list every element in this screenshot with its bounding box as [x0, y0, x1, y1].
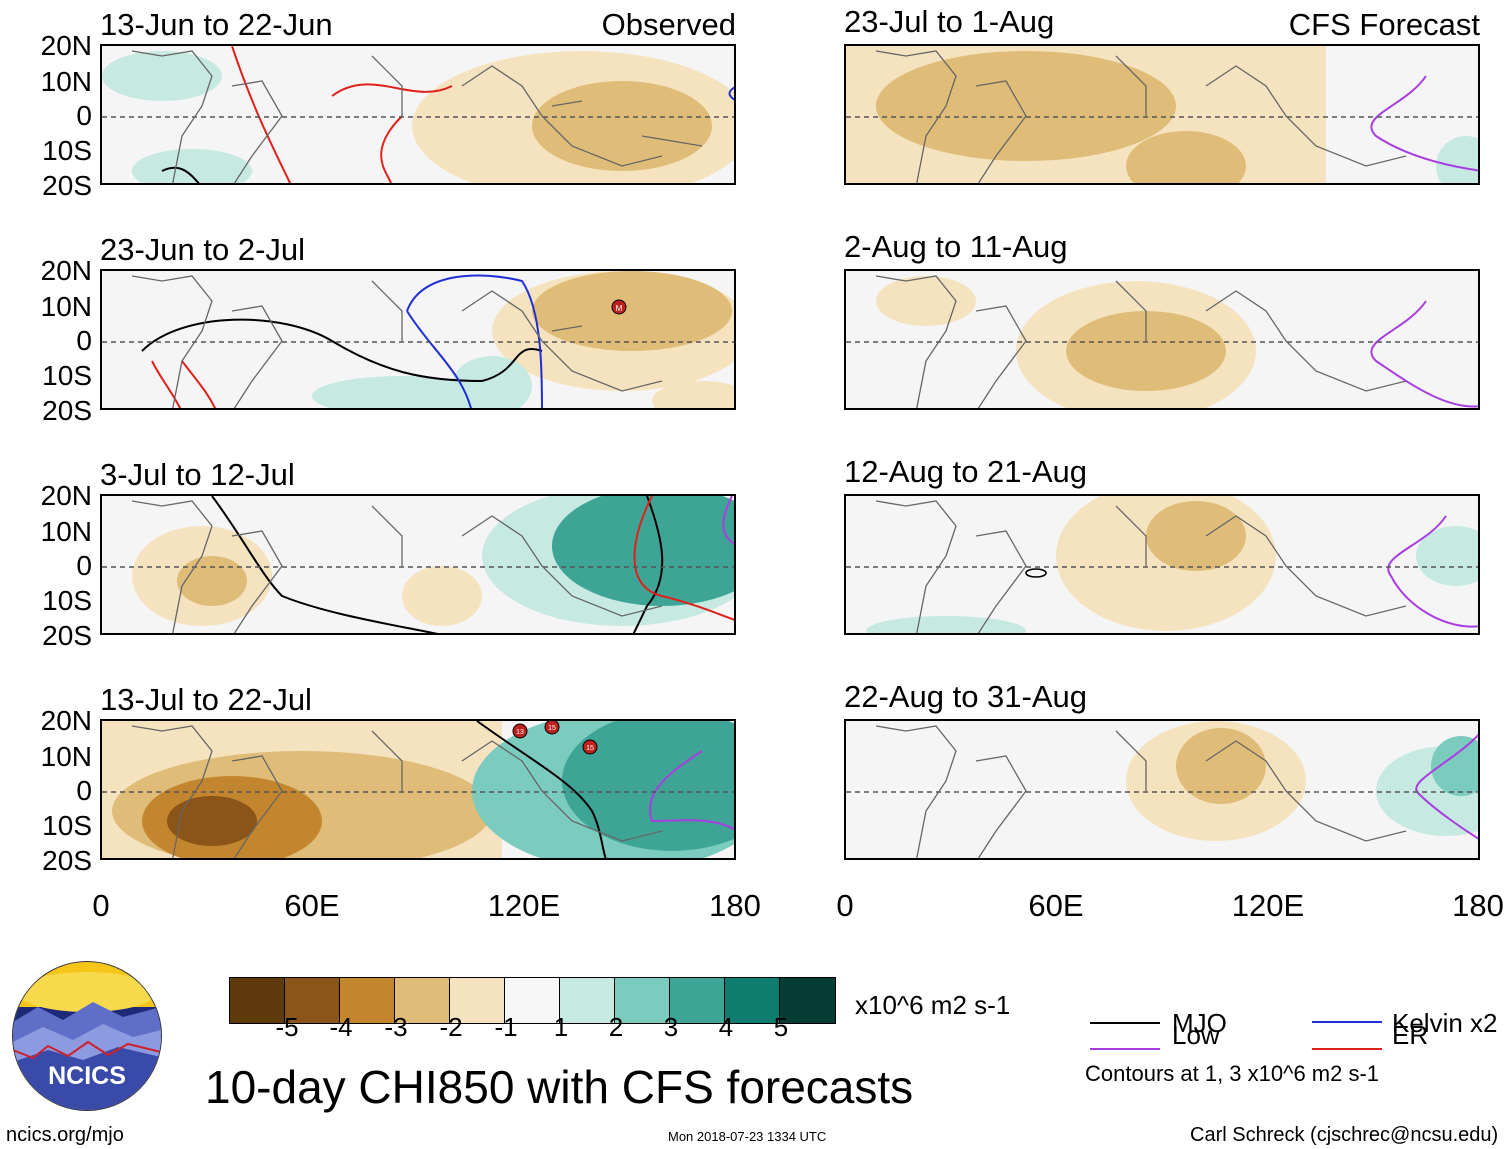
panel-title: 12-Aug to 21-Aug [844, 454, 1088, 489]
colorbar-label: -5 [275, 1012, 299, 1042]
colorbar-swatch [505, 978, 560, 1023]
lat-label: 20N [40, 255, 92, 286]
colorbar-label: -1 [494, 1012, 518, 1042]
map-forecast-3 [844, 494, 1480, 635]
panel-title: 23-Jun to 2-Jul [100, 232, 306, 267]
colorbar-swatch [395, 978, 450, 1023]
lat-label: 10N [40, 66, 92, 97]
storm-marker: 15 [582, 739, 598, 755]
lat-label: 20N [40, 30, 92, 61]
colorbar-units: x10^6 m2 s-1 [855, 990, 1011, 1020]
legend-kelvin: Kelvin x2 [1392, 1008, 1498, 1038]
website-link[interactable]: ncics.org/mjo [6, 1124, 124, 1146]
observed-label: Observed [601, 7, 736, 42]
lat-label: 0 [76, 100, 92, 131]
svg-text:13: 13 [516, 729, 524, 736]
lat-label: 10N [40, 741, 92, 772]
colorbar-swatch [725, 978, 780, 1023]
colorbar-swatch [670, 978, 725, 1023]
lon-label: 60E [284, 888, 340, 923]
colorbar-swatch [560, 978, 615, 1023]
colorbar-label: -4 [329, 1012, 353, 1042]
storm-marker: M [611, 299, 627, 315]
panel-title: 23-Jul to 1-Aug [844, 4, 1055, 39]
colorbar-label: 1 [553, 1012, 569, 1042]
map-forecast-2 [844, 269, 1480, 410]
map-observed-3 [100, 494, 736, 635]
legend-line-er [1312, 1048, 1382, 1050]
svg-text:M: M [616, 304, 623, 313]
lat-label: 20S [42, 170, 92, 201]
colorbar-label: -2 [439, 1012, 463, 1042]
map-forecast-4 [844, 719, 1480, 860]
map-observed-1 [100, 44, 736, 185]
panel-title: 22-Aug to 31-Aug [844, 679, 1088, 714]
lat-label: 10N [40, 516, 92, 547]
lat-label: 20S [42, 845, 92, 876]
colorbar-label: -3 [384, 1012, 408, 1042]
lat-label: 10S [42, 135, 92, 166]
svg-text:15: 15 [586, 745, 594, 752]
lon-label: 180 [1452, 888, 1504, 923]
lat-label: 0 [76, 325, 92, 356]
lon-label: 0 [92, 888, 110, 923]
lon-label: 180 [709, 888, 761, 923]
author-credit: Carl Schreck (cjschrec@ncsu.edu) [1190, 1124, 1499, 1146]
colorbar-swatch [285, 978, 340, 1023]
colorbar-label: 5 [773, 1012, 789, 1042]
map-observed-4: 13 15 15 [100, 719, 736, 860]
ncics-logo: NCICS [12, 961, 162, 1111]
lat-label: 20S [42, 620, 92, 651]
svg-text:15: 15 [548, 725, 556, 732]
timestamp: Mon 2018-07-23 1334 UTC [668, 1129, 827, 1144]
panel-title: 13-Jul to 22-Jul [100, 682, 312, 717]
colorbar-swatch [450, 978, 505, 1023]
legend-mjo: MJO [1172, 1008, 1227, 1038]
lon-label: 120E [487, 888, 561, 923]
lat-label: 10S [42, 585, 92, 616]
map-forecast-1 [844, 44, 1480, 185]
forecast-label: CFS Forecast [1288, 7, 1480, 42]
main-title: 10-day CHI850 with CFS forecasts [205, 1061, 914, 1113]
lon-label: 120E [1231, 888, 1305, 923]
legend-line-mjo [1090, 1022, 1160, 1024]
storm-marker: 15 [544, 721, 560, 735]
lat-label: 0 [76, 775, 92, 806]
legend-line-low [1090, 1048, 1160, 1050]
lat-label: 10S [42, 810, 92, 841]
lon-label: 0 [836, 888, 854, 923]
colorbar [229, 977, 836, 1024]
lat-label: 0 [76, 550, 92, 581]
legend-line-kelvin [1312, 1021, 1382, 1023]
colorbar-swatch [340, 978, 395, 1023]
panel-title: 3-Jul to 12-Jul [100, 457, 295, 492]
colorbar-swatch [780, 978, 835, 1023]
legend-low: Low [1172, 1020, 1220, 1050]
panel-title: 2-Aug to 11-Aug [844, 229, 1068, 264]
legend-er: ER [1392, 1020, 1429, 1050]
lon-label: 60E [1028, 888, 1084, 923]
panel-title: 13-Jun to 22-Jun [100, 7, 333, 42]
logo-text: NCICS [48, 1062, 126, 1090]
lat-label: 20N [40, 705, 92, 736]
lat-label: 10N [40, 291, 92, 322]
contours-note: Contours at 1, 3 x10^6 m2 s-1 [1085, 1061, 1380, 1086]
map-observed-2: M [100, 269, 736, 410]
colorbar-label: 2 [608, 1012, 624, 1042]
colorbar-label: 4 [718, 1012, 734, 1042]
colorbar-swatch [615, 978, 670, 1023]
lat-label: 10S [42, 360, 92, 391]
colorbar-swatch [230, 978, 285, 1023]
storm-marker: 13 [512, 723, 528, 739]
lat-label: 20N [40, 480, 92, 511]
colorbar-label: 3 [663, 1012, 679, 1042]
lat-label: 20S [42, 395, 92, 426]
